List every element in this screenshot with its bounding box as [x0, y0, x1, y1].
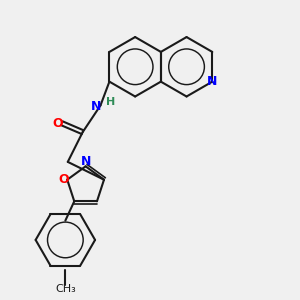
Text: CH₃: CH₃: [55, 284, 76, 294]
Text: O: O: [52, 117, 63, 130]
Text: H: H: [106, 98, 116, 107]
Text: N: N: [91, 100, 101, 113]
Text: N: N: [80, 155, 91, 168]
Text: O: O: [58, 173, 69, 186]
Text: N: N: [207, 75, 217, 88]
